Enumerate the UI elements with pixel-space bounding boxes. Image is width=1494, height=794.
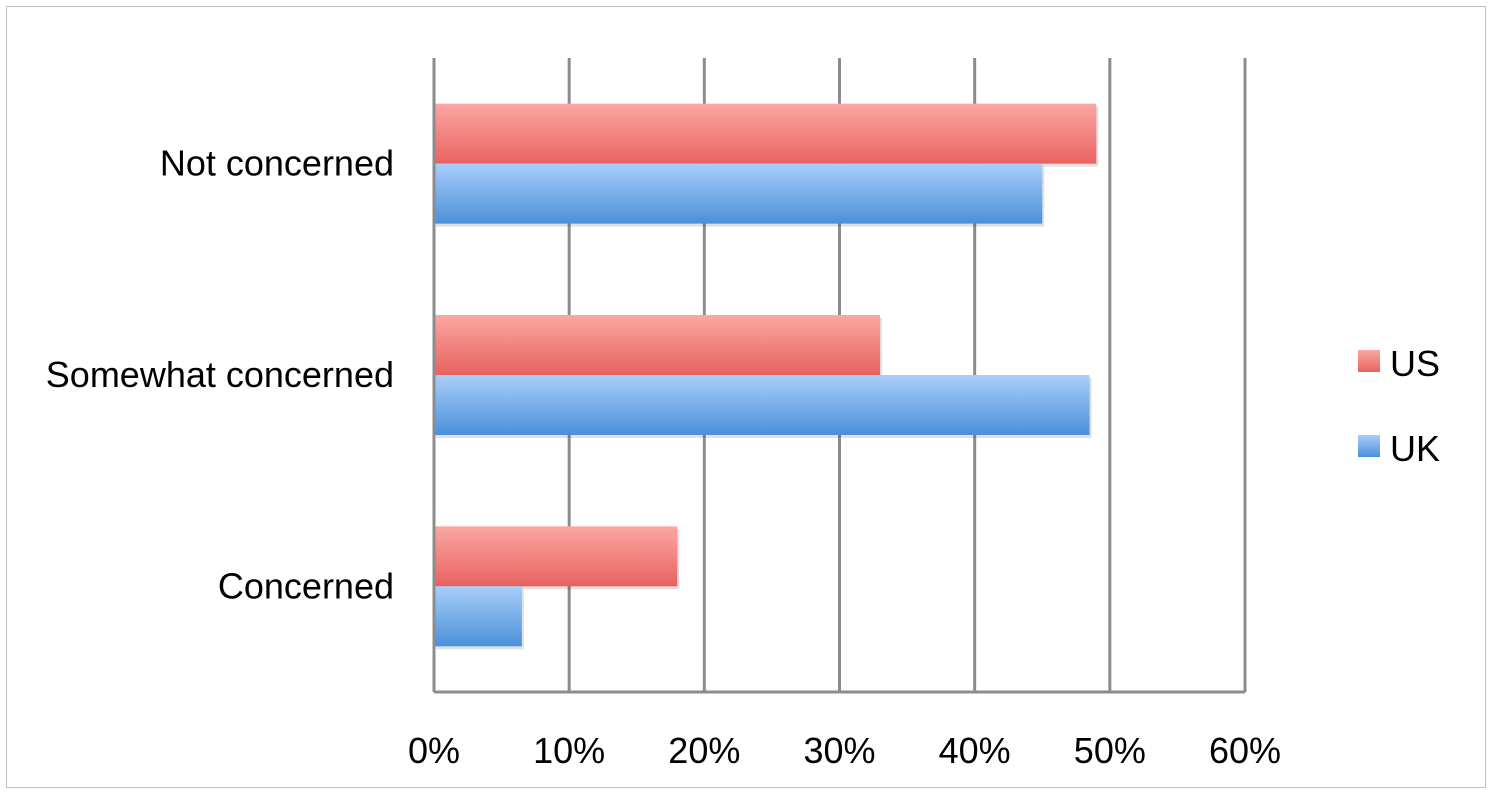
- tick-labels: 0% 10% 20% 30% 40% 50% 60%: [408, 730, 1281, 771]
- legend: US UK: [1358, 343, 1440, 469]
- x-tick-label-0: 0%: [408, 730, 460, 771]
- category-label-concerned: Concerned: [218, 565, 394, 606]
- bar-us-somewhat-concerned: [434, 315, 881, 375]
- bar-uk-somewhat-concerned: [434, 375, 1090, 435]
- bar-us-not-concerned: [434, 103, 1097, 164]
- category-label-somewhat-concerned: Somewhat concerned: [46, 354, 394, 395]
- axes: [432, 58, 1245, 694]
- legend-label-uk: UK: [1390, 428, 1440, 469]
- bar-uk-concerned: [434, 586, 522, 647]
- x-tick-label-60: 60%: [1209, 730, 1281, 771]
- legend-swatch-us: [1358, 350, 1380, 372]
- bar-us-concerned: [434, 526, 678, 587]
- legend-label-us: US: [1390, 343, 1440, 384]
- category-label-not-concerned: Not concerned: [160, 143, 394, 184]
- legend-swatch-uk: [1358, 435, 1380, 457]
- x-tick-label-20: 20%: [668, 730, 740, 771]
- bars: [434, 103, 1099, 650]
- bar-uk-not-concerned: [434, 163, 1043, 224]
- x-tick-label-10: 10%: [533, 730, 605, 771]
- category-labels: Not concerned Somewhat concerned Concerned: [46, 143, 394, 607]
- x-tick-label-30: 30%: [803, 730, 875, 771]
- x-tick-label-50: 50%: [1074, 730, 1146, 771]
- x-tick-label-40: 40%: [939, 730, 1011, 771]
